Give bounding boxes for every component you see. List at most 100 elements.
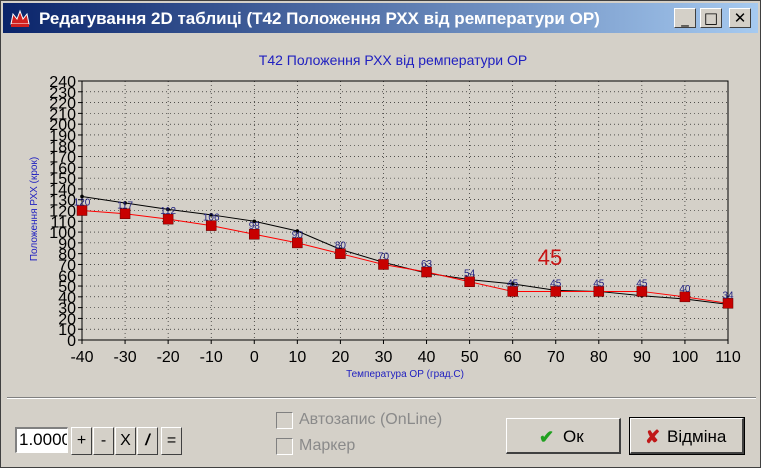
separator — [7, 397, 756, 399]
data-label: 80 — [335, 241, 347, 252]
y-tick-label: 180 — [49, 139, 76, 156]
data-point — [252, 219, 257, 224]
y-tick-label: 170 — [49, 150, 76, 167]
check-icon: ✔ — [539, 427, 555, 447]
plus-button[interactable]: + — [71, 427, 92, 455]
marker-label: Маркер — [299, 437, 356, 454]
chart-title: T42 Положення РХХ від ремператури ОР — [259, 52, 527, 68]
x-tick-label: 50 — [461, 349, 479, 366]
x-tick-label: -30 — [114, 349, 137, 366]
x-tick-label: -40 — [70, 349, 93, 366]
equals-button[interactable]: = — [161, 427, 182, 455]
data-label: 106 — [203, 213, 220, 224]
maximize-button[interactable]: □ — [700, 8, 722, 28]
y-tick-label: 210 — [49, 106, 76, 123]
y-tick-label: 50 — [58, 279, 76, 296]
close-icon: ✕ — [733, 9, 747, 27]
data-point — [209, 213, 213, 217]
y-tick-label: 220 — [49, 96, 76, 113]
x-tick-label: 100 — [672, 349, 699, 366]
y-tick-label: 60 — [58, 268, 76, 285]
data-label: 40 — [679, 284, 691, 295]
y-tick-label: 150 — [49, 171, 76, 188]
autosave-checkbox[interactable] — [276, 412, 293, 429]
divide-button[interactable]: / — [137, 427, 158, 455]
y-tick-label: 80 — [58, 247, 76, 264]
x-icon: ✘ — [645, 427, 661, 447]
x-tick-label: 60 — [504, 349, 522, 366]
series-layer: 120 117 112 106 98 90 80 70 63 54 45 45 45 45 40 34 — [74, 194, 734, 309]
data-point-marker — [593, 286, 605, 297]
value-input[interactable]: 1.0000 — [15, 427, 68, 453]
data-label: 54 — [464, 269, 476, 280]
y-tick-label: 90 — [58, 236, 76, 253]
series-line-black — [81, 195, 729, 305]
autosave-label: Автозапис (OnLine) — [299, 411, 443, 428]
window-title: Редагування 2D таблиці (T42 Положення РХ… — [39, 9, 600, 28]
y-tick-label: 40 — [58, 290, 76, 307]
data-point-marker — [205, 220, 217, 231]
data-point-marker — [76, 205, 88, 216]
y-tick-label: 20 — [58, 311, 76, 328]
x-tick-label: 0 — [250, 349, 259, 366]
y-tick-label: 10 — [58, 322, 76, 339]
y-tick-label: 110 — [50, 214, 76, 231]
y-tick-label: 30 — [58, 301, 76, 318]
data-point-marker — [249, 228, 260, 240]
data-label: 120 — [74, 198, 91, 209]
data-point-marker — [335, 248, 346, 259]
data-point — [166, 207, 170, 212]
ok-button[interactable]: ✔ Ок — [506, 418, 621, 454]
data-point — [80, 194, 84, 199]
data-point-marker — [119, 208, 131, 219]
y-tick-label: 100 — [49, 225, 76, 242]
data-label: 45 — [636, 278, 648, 289]
minus-button[interactable]: - — [93, 427, 114, 455]
data-point — [123, 201, 127, 205]
data-point-marker — [636, 286, 648, 297]
data-label: 45 — [550, 278, 562, 289]
y-axis-label: Положення РХХ (крок) — [29, 157, 40, 261]
close-button[interactable]: ✕ — [729, 8, 751, 28]
x-tick-label: -20 — [157, 349, 180, 366]
y-tick-label: 200 — [49, 117, 76, 134]
y-tick-label: 0 — [67, 333, 76, 350]
data-point-marker — [507, 286, 518, 297]
data-label: 63 — [421, 259, 433, 270]
data-label: 112 — [160, 206, 176, 217]
value-annotation: 45 — [538, 245, 562, 270]
x-tick-label: 70 — [547, 349, 565, 366]
x-tick-label: 90 — [633, 349, 651, 366]
data-label: 98 — [249, 221, 261, 232]
y-tick-label: 120 — [49, 204, 76, 221]
data-label: 70 — [378, 251, 390, 262]
minimize-icon: _ — [681, 9, 689, 27]
data-label: 45 — [507, 278, 519, 289]
data-point-marker — [378, 259, 389, 270]
x-tick-labels: -40 -30 -20 -10 0 10 20 30 40 50 60 70 80 90 100 110 — [70, 349, 740, 366]
y-tick-label: 240 — [49, 74, 76, 91]
cancel-button[interactable]: ✘ Відміна — [629, 417, 745, 455]
x-tick-label: 80 — [590, 349, 608, 366]
data-point — [295, 229, 300, 233]
data-label: 117 — [117, 201, 133, 212]
chart-panel[interactable]: T42 Положення РХХ від ремператури ОР 0 10… — [1, 39, 761, 389]
y-tick-label: 130 — [49, 193, 76, 210]
x-tick-label: 30 — [375, 349, 393, 366]
data-point — [510, 282, 515, 286]
x-axis-label: Температура ОР (град.С) — [346, 369, 464, 380]
y-tick-label: 230 — [49, 85, 76, 102]
chart[interactable]: T42 Положення РХХ від ремператури ОР 010… — [1, 39, 761, 389]
data-point-marker — [550, 286, 561, 297]
x-tick-label: 110 — [715, 349, 741, 366]
y-tick-label: 190 — [49, 128, 76, 145]
marker-checkbox[interactable] — [276, 438, 293, 455]
title-bar[interactable]: Редагування 2D таблиці (T42 Положення РХ… — [3, 3, 758, 33]
data-point-marker — [292, 237, 303, 249]
multiply-button[interactable]: X — [115, 427, 136, 455]
y-tick-label: 160 — [49, 160, 76, 177]
x-tick-label: 20 — [332, 349, 350, 366]
x-tick-label: 40 — [418, 349, 436, 366]
minimize-button[interactable]: _ — [674, 8, 696, 28]
